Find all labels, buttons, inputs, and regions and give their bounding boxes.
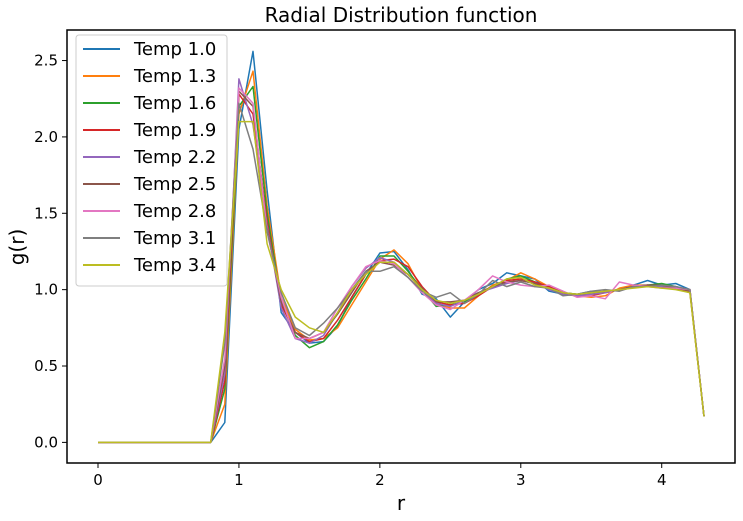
x-tick-label: 2 — [375, 471, 385, 489]
legend-label-6: Temp 2.5 — [133, 174, 216, 195]
plot-frame — [66, 29, 736, 464]
y-tick-label: 0.5 — [34, 357, 58, 375]
y-tick-label: 1.5 — [34, 204, 58, 222]
y-axis-label: g(r) — [5, 229, 29, 266]
x-tick-label: 1 — [234, 471, 244, 489]
legend-label-4: Temp 1.9 — [133, 120, 216, 141]
legend-label-1: Temp 1.0 — [133, 39, 216, 60]
legend: Temp 1.0 Temp 1.3 Temp 1.6 Temp 1.9 Temp 2.2… — [75, 34, 228, 287]
y-tick-label: 2.0 — [34, 128, 58, 146]
legend-box — [75, 34, 228, 287]
x-tick-label: 0 — [93, 471, 103, 489]
x-axis-label: r — [397, 491, 406, 515]
x-axis: 0 1 2 3 4 — [93, 463, 666, 489]
legend-label-5: Temp 2.2 — [133, 147, 216, 168]
y-axis: 0.0 0.5 1.0 1.5 2.0 2.5 — [34, 52, 67, 451]
series-line-9 — [98, 120, 705, 444]
y-tick-label: 2.5 — [34, 52, 58, 70]
legend-label-9: Temp 3.4 — [133, 255, 216, 276]
x-tick-label: 4 — [657, 471, 667, 489]
legend-label-3: Temp 1.6 — [133, 93, 216, 114]
y-tick-label: 0.0 — [34, 433, 58, 451]
legend-label-7: Temp 2.8 — [133, 201, 216, 222]
x-tick-label: 3 — [516, 471, 526, 489]
legend-label-2: Temp 1.3 — [133, 66, 216, 87]
chart-title: Radial Distribution function — [265, 3, 538, 27]
plot-lines — [98, 50, 705, 444]
legend-label-8: Temp 3.1 — [133, 228, 216, 249]
y-tick-label: 1.0 — [34, 281, 58, 299]
